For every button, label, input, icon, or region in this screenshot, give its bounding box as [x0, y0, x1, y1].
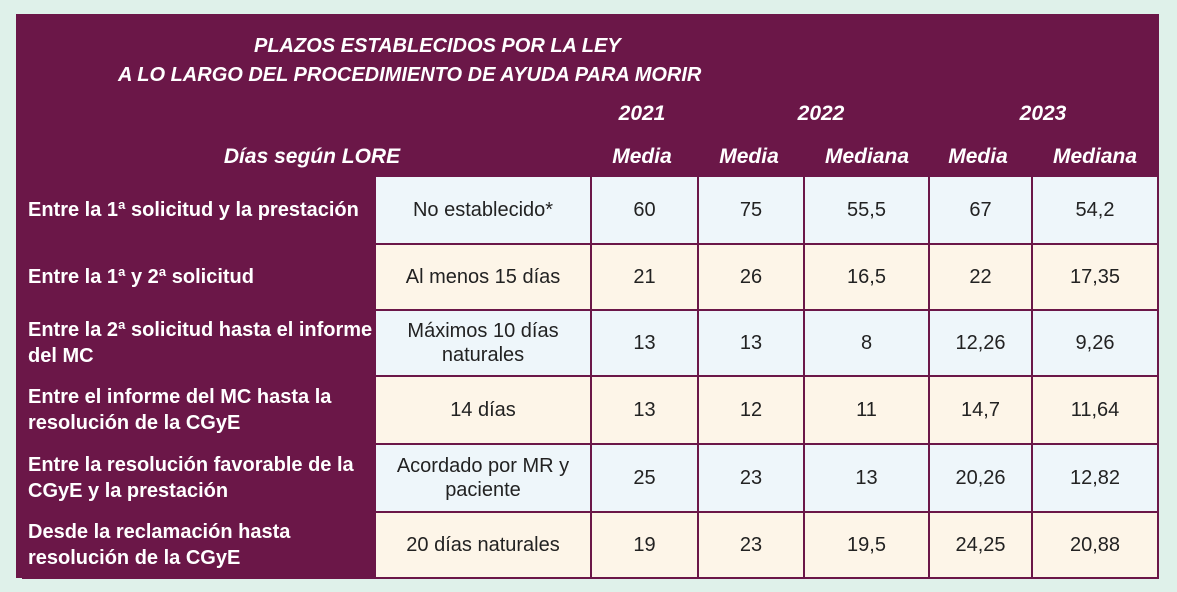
value-cell: 13: [590, 375, 699, 445]
value-cell: 13: [697, 309, 805, 377]
value-cell: 24,25: [928, 511, 1033, 579]
subheader-2022-mediana: Mediana: [824, 145, 910, 168]
year-header-2023: 2023: [1019, 102, 1067, 125]
subheader-2023-media: Media: [948, 145, 1008, 168]
value-cell: 8: [803, 309, 930, 377]
value-cell: 19,5: [803, 511, 930, 579]
value-cell: 20,88: [1031, 511, 1159, 579]
title-line-2: A LO LARGO DEL PROCEDIMIENTO DE AYUDA PA…: [118, 64, 702, 86]
subheader-2022-media: Media: [719, 145, 779, 168]
deadlines-table: Entre la 1ª solicitud y la prestación No…: [22, 175, 1159, 579]
lore-cell: Acordado por MR y paciente: [374, 443, 592, 513]
table-row: Entre la 1ª y 2ª solicitud Al menos 15 d…: [22, 243, 1159, 311]
row-label: Entre la 1ª y 2ª solicitud: [22, 243, 376, 311]
table-row: Entre la 2ª solicitud hasta el informe d…: [22, 309, 1159, 377]
value-cell: 55,5: [803, 175, 930, 245]
value-cell: 13: [803, 443, 930, 513]
value-cell: 26: [697, 243, 805, 311]
lore-cell: 20 días naturales: [374, 511, 592, 579]
subheader-2023-mediana: Mediana: [1052, 145, 1138, 168]
value-cell: 9,26: [1031, 309, 1159, 377]
value-cell: 21: [590, 243, 699, 311]
value-cell: 54,2: [1031, 175, 1159, 245]
table-row: Entre el informe del MC hasta la resoluc…: [22, 375, 1159, 445]
row-label: Entre la 2ª solicitud hasta el informe d…: [22, 309, 376, 377]
table-row: Desde la reclamación hasta resolución de…: [22, 511, 1159, 579]
year-header-2022: 2022: [797, 102, 845, 125]
value-cell: 12,82: [1031, 443, 1159, 513]
value-cell: 12: [697, 375, 805, 445]
lore-cell: No establecido*: [374, 175, 592, 245]
value-cell: 11: [803, 375, 930, 445]
lore-header: Días según LORE: [223, 145, 401, 168]
lore-cell: Máximos 10 días naturales: [374, 309, 592, 377]
table-row: Entre la 1ª solicitud y la prestación No…: [22, 175, 1159, 245]
row-label: Entre la 1ª solicitud y la prestación: [22, 175, 376, 245]
value-cell: 13: [590, 309, 699, 377]
value-cell: 23: [697, 511, 805, 579]
value-cell: 75: [697, 175, 805, 245]
value-cell: 60: [590, 175, 699, 245]
row-label: Desde la reclamación hasta resolución de…: [22, 511, 376, 579]
year-header-2021: 2021: [618, 102, 666, 125]
value-cell: 14,7: [928, 375, 1033, 445]
value-cell: 22: [928, 243, 1033, 311]
value-cell: 19: [590, 511, 699, 579]
lore-cell: 14 días: [374, 375, 592, 445]
lore-cell: Al menos 15 días: [374, 243, 592, 311]
value-cell: 20,26: [928, 443, 1033, 513]
value-cell: 23: [697, 443, 805, 513]
subheader-2021-media: Media: [612, 145, 672, 168]
value-cell: 16,5: [803, 243, 930, 311]
value-cell: 25: [590, 443, 699, 513]
value-cell: 67: [928, 175, 1033, 245]
value-cell: 11,64: [1031, 375, 1159, 445]
table-row: Entre la resolución favorable de la CGyE…: [22, 443, 1159, 513]
value-cell: 12,26: [928, 309, 1033, 377]
title-line-1: PLAZOS ESTABLECIDOS POR LA LEY: [254, 35, 621, 57]
row-label: Entre el informe del MC hasta la resoluc…: [22, 375, 376, 445]
value-cell: 17,35: [1031, 243, 1159, 311]
row-label: Entre la resolución favorable de la CGyE…: [22, 443, 376, 513]
table-panel: PLAZOS ESTABLECIDOS POR LA LEY A LO LARG…: [16, 14, 1159, 579]
